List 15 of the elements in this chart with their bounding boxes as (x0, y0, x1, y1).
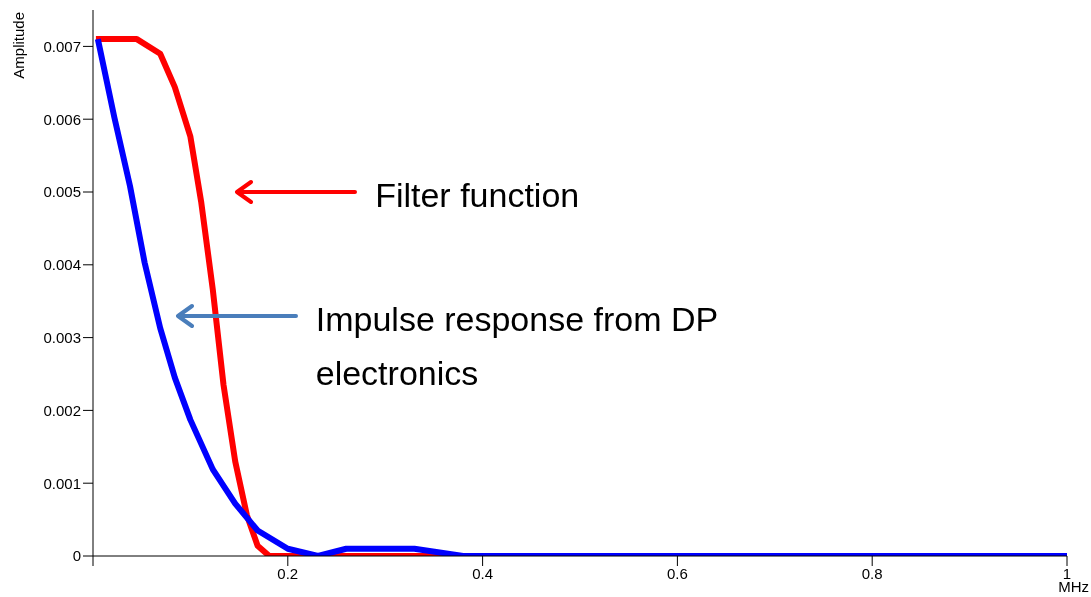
annotation: Filter function (375, 175, 581, 216)
y-tick-label: 0.002 (43, 401, 81, 419)
x-tick-label: 0.8 (861, 564, 883, 582)
y-tick-label: 0.003 (43, 328, 81, 346)
y-tick-label: 0.005 (43, 183, 81, 201)
y-tick-label: 0.006 (43, 110, 81, 128)
y-tick-label: 0.001 (43, 474, 81, 492)
annotation: Impulse response from DP electronics (315, 298, 719, 394)
x-tick-label: 0.4 (472, 564, 494, 582)
y-tick-label: 0.007 (43, 37, 81, 55)
y-tick-label: 0.004 (43, 256, 81, 274)
y-axis-title: Amplitude (10, 12, 27, 79)
x-tick-label: 0.6 (666, 564, 688, 582)
y-tick-label: 0 (72, 547, 81, 565)
x-tick-label: 0.2 (277, 564, 299, 582)
